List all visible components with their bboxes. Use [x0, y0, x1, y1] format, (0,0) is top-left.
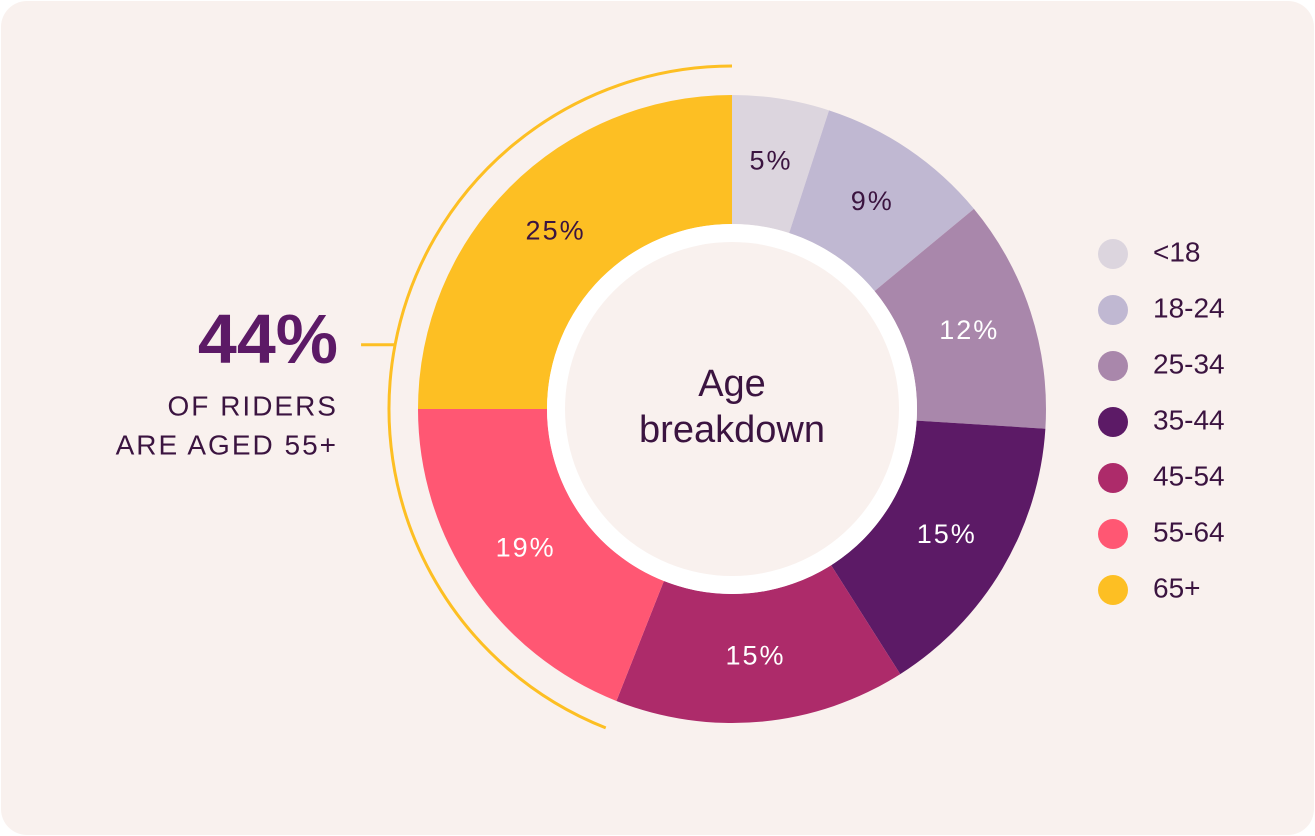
inner-disc	[565, 242, 899, 576]
annotation-text: OF RIDERS	[168, 390, 338, 421]
donut-slice	[418, 95, 732, 409]
legend-label: <18	[1153, 236, 1201, 267]
annotation-arc	[387, 64, 733, 730]
annotation-value: 44%	[198, 300, 338, 378]
slice-label: 25%	[526, 216, 586, 246]
legend-swatch	[1098, 519, 1128, 549]
slice-label: 5%	[750, 146, 793, 176]
legend-swatch	[1098, 295, 1128, 325]
slice-label: 12%	[939, 315, 999, 345]
legend-swatch	[1098, 351, 1128, 381]
donut-slice	[616, 565, 901, 723]
legend-swatch	[1098, 575, 1128, 605]
slice-label: 19%	[496, 532, 556, 562]
legend-label: 35-44	[1153, 404, 1225, 435]
donut-slice	[732, 95, 830, 234]
donut-slice	[789, 110, 974, 292]
legend-swatch	[1098, 407, 1128, 437]
legend-label: 55-64	[1153, 516, 1225, 547]
donut-slice	[831, 420, 1046, 675]
legend-swatch	[1098, 239, 1128, 269]
legend-label: 25-34	[1153, 348, 1225, 379]
center-label: Age	[698, 363, 766, 405]
annotation-text: ARE AGED 55+	[116, 429, 338, 460]
slice-label: 15%	[725, 641, 785, 671]
slice-label: 15%	[917, 519, 977, 549]
legend-label: 45-54	[1153, 460, 1225, 491]
legend-label: 18-24	[1153, 292, 1225, 323]
donut-slice	[874, 208, 1046, 429]
legend-label: 65+	[1153, 572, 1201, 603]
donut-slice	[418, 409, 664, 701]
slice-label: 9%	[851, 186, 894, 216]
center-label: breakdown	[639, 409, 825, 451]
legend-swatch	[1098, 463, 1128, 493]
